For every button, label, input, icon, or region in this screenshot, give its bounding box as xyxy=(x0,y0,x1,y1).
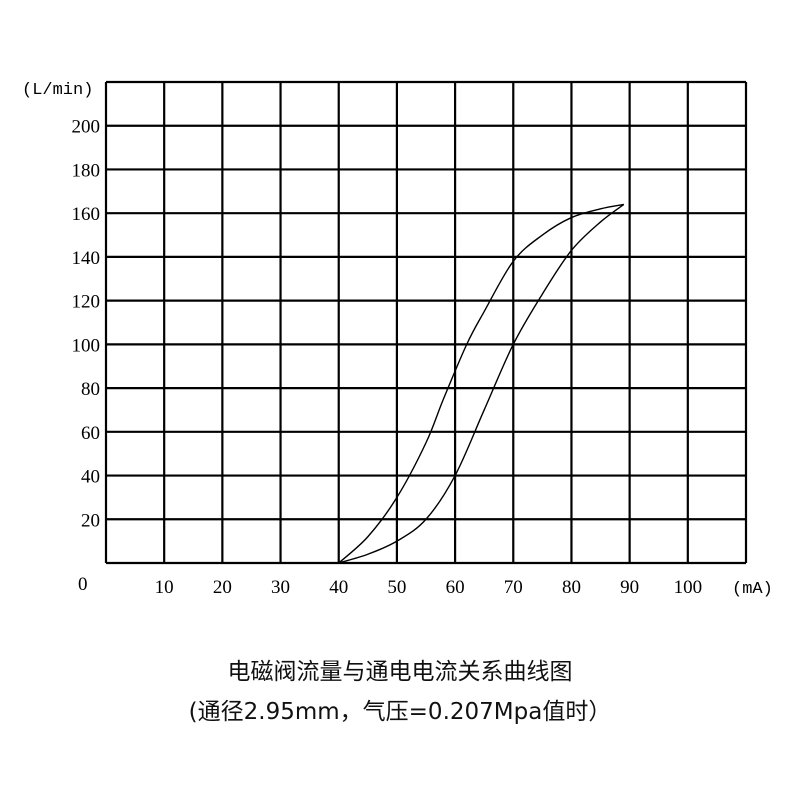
chart-title: 电磁阀流量与通电电流关系曲线图 xyxy=(227,659,573,685)
x-tick-label: 30 xyxy=(271,577,290,598)
x-tick-label: 60 xyxy=(446,577,465,598)
tick-labels: 10 20 30 40 50 60 70 80 90 100 20 40 60 80 100 120 140 16… xyxy=(72,117,703,598)
y-tick-label: 80 xyxy=(81,379,100,400)
x-tick-label: 100 xyxy=(674,577,703,598)
chart-subtitle: (通径2.95mm，气压=0.207Mpa值时） xyxy=(188,699,612,725)
flow-curve-upper xyxy=(338,203,624,564)
y-tick-label: 160 xyxy=(72,204,101,225)
x-tick-label: 40 xyxy=(329,577,348,598)
y-tick-label: 180 xyxy=(72,160,101,181)
origin-label: 0 xyxy=(78,574,88,595)
y-tick-label: 100 xyxy=(72,335,101,356)
y-axis-unit-label: (L/min) xyxy=(22,81,93,100)
x-tick-label: 10 xyxy=(155,577,174,598)
y-tick-label: 60 xyxy=(81,423,100,444)
curves xyxy=(338,203,625,564)
y-tick-label: 120 xyxy=(72,292,101,313)
y-tick-label: 140 xyxy=(72,248,101,269)
x-tick-label: 50 xyxy=(387,577,406,598)
y-tick-label: 40 xyxy=(81,467,100,488)
grid xyxy=(104,80,748,565)
y-tick-label: 20 xyxy=(81,510,100,531)
x-tick-label: 70 xyxy=(504,577,523,598)
y-tick-label: 200 xyxy=(72,117,101,138)
flow-curve-lower xyxy=(338,203,625,564)
x-axis-unit-label: (mA) xyxy=(732,580,773,599)
x-tick-label: 80 xyxy=(562,577,581,598)
x-tick-label: 90 xyxy=(620,577,639,598)
x-tick-label: 20 xyxy=(213,577,232,598)
